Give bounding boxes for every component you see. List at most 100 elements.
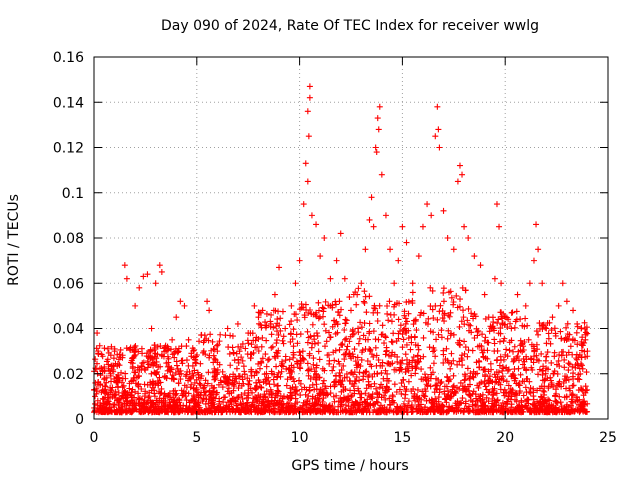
noise-point	[445, 327, 452, 334]
noise-point	[297, 392, 304, 399]
noise-point	[349, 392, 356, 399]
noise-point	[502, 389, 509, 396]
noise-point	[350, 330, 357, 337]
noise-point	[311, 368, 318, 375]
noise-point	[222, 373, 229, 380]
noise-point	[456, 358, 463, 365]
noise-point	[575, 402, 582, 409]
noise-point	[197, 381, 204, 388]
noise-point	[453, 292, 460, 299]
noise-point	[480, 367, 487, 374]
noise-point	[333, 318, 340, 325]
noise-point	[273, 374, 280, 381]
noise-point	[529, 401, 536, 408]
noise-point	[457, 296, 464, 303]
noise-point	[582, 383, 589, 390]
noise-point	[398, 380, 405, 387]
noise-point	[518, 399, 525, 406]
noise-point	[551, 349, 558, 356]
noise-point	[405, 367, 412, 374]
noise-point	[476, 364, 483, 371]
noise-point	[373, 398, 380, 405]
noise-point	[321, 343, 328, 350]
noise-point	[235, 359, 242, 366]
noise-point	[438, 327, 445, 334]
noise-point	[233, 402, 240, 409]
noise-point	[252, 368, 259, 375]
noise-point	[451, 389, 458, 396]
noise-point	[191, 367, 198, 374]
data-point	[549, 314, 556, 321]
noise-point	[369, 395, 376, 402]
noise-point	[561, 376, 568, 383]
noise-point	[319, 402, 326, 409]
noise-point	[482, 373, 489, 380]
noise-point	[141, 397, 148, 404]
noise-point	[366, 320, 373, 327]
noise-point	[225, 385, 232, 392]
noise-point	[449, 386, 456, 393]
noise-point	[525, 336, 532, 343]
noise-point	[226, 350, 233, 357]
noise-point	[371, 380, 378, 387]
noise-point	[484, 347, 491, 354]
noise-point	[268, 311, 275, 318]
noise-point	[401, 395, 408, 402]
noise-point	[172, 392, 179, 399]
noise-point	[509, 309, 516, 316]
noise-point	[420, 310, 427, 317]
data-point	[271, 291, 278, 298]
noise-point	[373, 385, 380, 392]
noise-point	[92, 356, 99, 363]
noise-point	[250, 349, 257, 356]
data-point	[362, 246, 369, 253]
noise-point	[351, 346, 358, 353]
noise-point	[566, 361, 573, 368]
noise-point	[553, 409, 560, 416]
noise-point	[251, 372, 258, 379]
noise-point	[329, 367, 336, 374]
noise-point	[263, 363, 270, 370]
noise-point	[385, 317, 392, 324]
noise-point	[286, 356, 293, 363]
noise-point	[412, 316, 419, 323]
noise-point	[389, 349, 396, 356]
noise-point	[188, 350, 195, 357]
data-point	[181, 302, 188, 309]
noise-point	[107, 394, 114, 401]
noise-point	[465, 305, 472, 312]
noise-point	[173, 362, 180, 369]
data-point	[101, 388, 108, 395]
noise-point	[253, 369, 260, 376]
noise-point	[114, 384, 121, 391]
noise-point	[306, 387, 313, 394]
noise-point	[154, 343, 161, 350]
data-point	[234, 320, 241, 327]
noise-point	[184, 368, 191, 375]
noise-point	[258, 324, 265, 331]
noise-point	[570, 370, 577, 377]
noise-point	[547, 340, 554, 347]
noise-point	[395, 330, 402, 337]
noise-point	[270, 401, 277, 408]
noise-point	[368, 394, 375, 401]
noise-point	[440, 285, 447, 292]
noise-point	[358, 356, 365, 363]
data-point	[121, 262, 128, 269]
data-point	[574, 320, 581, 327]
noise-point	[245, 340, 252, 347]
noise-point	[262, 319, 269, 326]
noise-point	[313, 381, 320, 388]
noise-point	[152, 407, 159, 414]
y-tick-label: 0.06	[53, 276, 84, 292]
noise-point	[230, 350, 237, 357]
data-point	[111, 348, 118, 355]
noise-point	[576, 376, 583, 383]
noise-point	[210, 352, 217, 359]
noise-point	[454, 384, 461, 391]
noise-point	[360, 376, 367, 383]
noise-point	[510, 355, 517, 362]
noise-point	[384, 370, 391, 377]
noise-point	[486, 328, 493, 335]
noise-point	[527, 355, 534, 362]
